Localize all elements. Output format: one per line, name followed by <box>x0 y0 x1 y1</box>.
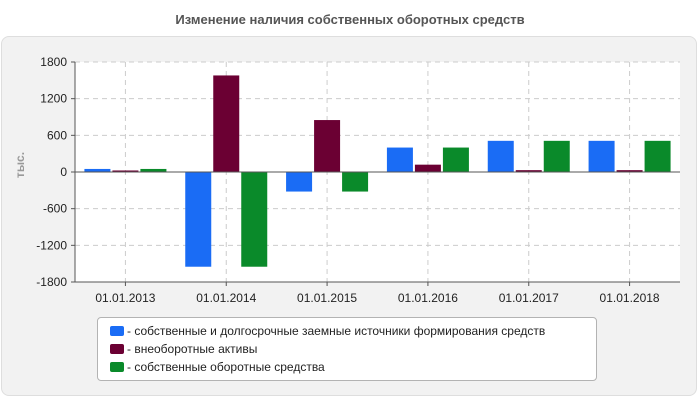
x-tick-label: 01.01.2015 <box>297 291 357 305</box>
legend-item: - внеоборотные активы <box>110 340 596 358</box>
y-tick-label: -1800 <box>36 275 67 289</box>
y-tick-label: 1800 <box>40 55 67 69</box>
bar <box>84 168 111 172</box>
x-tick-label: 01.01.2016 <box>398 291 458 305</box>
legend-label: - собственные оборотные средства <box>127 360 325 374</box>
bar <box>185 172 212 267</box>
legend-label: - внеоборотные активы <box>127 342 258 356</box>
y-tick-label: 1200 <box>40 92 67 106</box>
legend-swatch <box>110 362 124 372</box>
y-tick-label: 600 <box>47 128 67 142</box>
legend-swatch <box>110 344 124 354</box>
x-tick-label: 01.01.2014 <box>196 291 256 305</box>
bar <box>543 140 570 172</box>
bars-layer <box>84 75 671 267</box>
x-tick-label: 01.01.2018 <box>600 291 660 305</box>
legend-item: - собственные оборотные средства <box>110 358 596 376</box>
legend-swatch <box>110 326 124 336</box>
y-axis-label: тыс. <box>13 152 27 178</box>
chart-legend: - собственные и долгосрочные заемные ист… <box>97 317 597 381</box>
bar <box>487 140 514 172</box>
bar <box>414 164 441 172</box>
bar <box>314 120 341 172</box>
bar <box>241 172 268 267</box>
bar <box>112 170 139 172</box>
bar <box>140 168 167 172</box>
bar <box>588 140 615 172</box>
bar <box>442 147 469 172</box>
x-tick-label: 01.01.2013 <box>95 291 155 305</box>
y-tick-label: -600 <box>43 202 67 216</box>
legend-label: - собственные и долгосрочные заемные ист… <box>127 324 546 338</box>
bar <box>213 75 240 172</box>
legend-item: - собственные и долгосрочные заемные ист… <box>110 322 596 340</box>
x-tick-label: 01.01.2017 <box>499 291 559 305</box>
y-tick-label: -1200 <box>36 238 67 252</box>
bar <box>644 140 671 172</box>
bar <box>515 170 542 172</box>
bar <box>616 170 643 172</box>
bar <box>386 147 413 172</box>
bar <box>286 172 313 192</box>
axis-layer: 1800 1200 600 0 -600 -1200 -1800 01.01.2013 01.0… <box>36 55 680 305</box>
bar <box>342 172 369 192</box>
y-tick-label: 0 <box>60 165 67 179</box>
chart-title: Изменение наличия собственных оборотных … <box>175 12 525 27</box>
